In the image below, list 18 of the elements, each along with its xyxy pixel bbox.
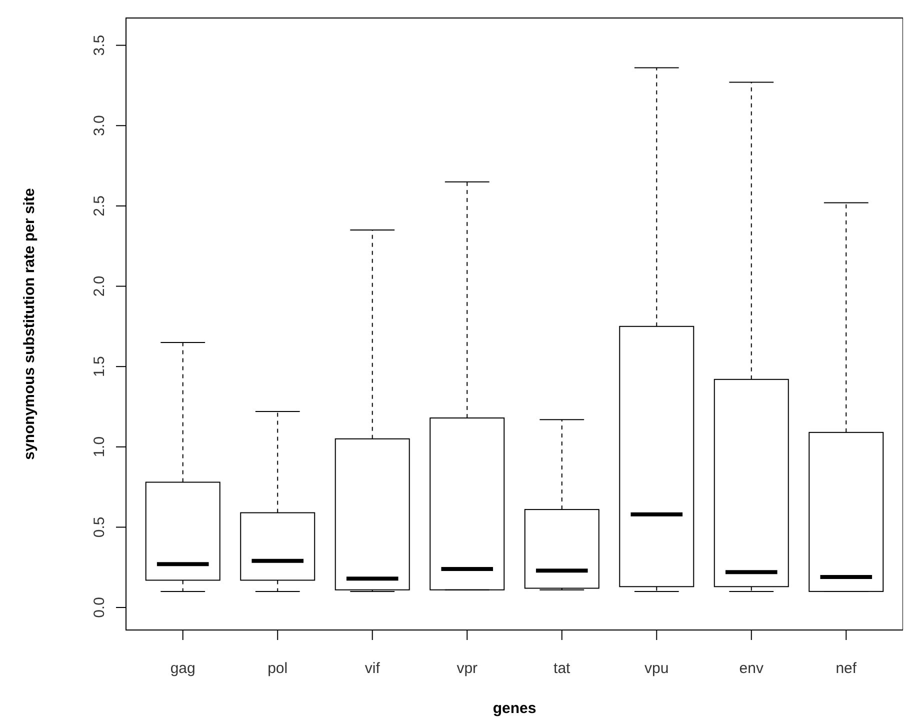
x-axis-title: genes <box>492 700 536 717</box>
x-tick-label: vpu <box>644 660 669 677</box>
y-tick-label: 0.0 <box>91 597 108 618</box>
y-tick-label: 2.5 <box>91 196 108 216</box>
x-tick-label: vpr <box>456 660 478 677</box>
y-tick-label: 1.0 <box>91 436 108 458</box>
x-tick-label: env <box>739 660 764 677</box>
y-tick-label: 2.0 <box>91 276 108 297</box>
y-tick-label: 1.5 <box>91 356 108 377</box>
x-tick-label: tat <box>554 660 572 677</box>
y-tick-label: 3.0 <box>91 115 108 136</box>
y-axis-title: synonymous substitution rate per site <box>21 188 38 460</box>
y-tick-label: 3.5 <box>91 34 108 56</box>
x-tick-label: gag <box>170 660 196 677</box>
x-tick-label: pol <box>268 660 288 677</box>
x-tick-label: nef <box>836 660 858 677</box>
x-tick-label: vif <box>364 660 381 677</box>
y-tick-label: 0.5 <box>91 516 108 538</box>
